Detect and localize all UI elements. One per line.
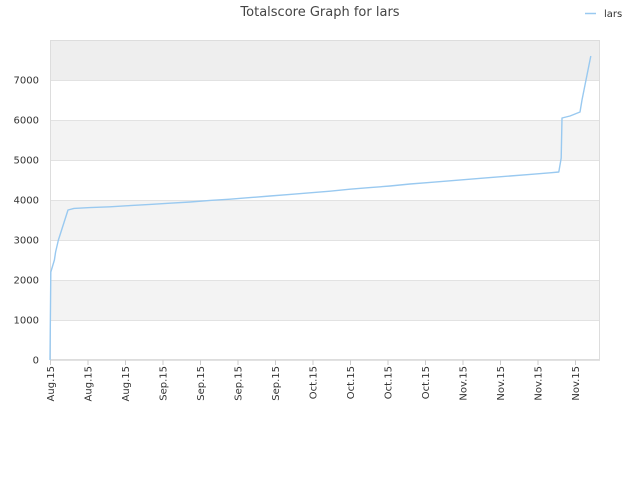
y-tick-label: 0 [33,356,39,367]
x-tick-label: Oct.15 [384,366,395,399]
y-tick-label: 5000 [14,156,39,167]
plot-band [50,40,600,80]
x-tick-label: Nov.15 [459,366,470,401]
x-tick-label: Oct.15 [421,366,432,399]
x-tick-label: Nov.15 [534,366,545,401]
x-tick-label: Sep.15 [271,366,282,401]
x-tick-label: Sep.15 [159,366,170,401]
plot-band [50,120,600,160]
x-tick-label: Sep.15 [234,366,245,401]
chart-title: Totalscore Graph for lars [239,5,399,20]
plot-frame [50,40,600,360]
y-tick-label: 4000 [14,196,39,207]
series-layer [49,55,592,361]
y-tick-label: 7000 [14,76,39,87]
x-tick-label: Aug.15 [46,366,57,401]
series-line-lars [49,55,592,361]
plot-band [50,200,600,240]
x-tick-label: Oct.15 [309,366,320,399]
gridlines [50,80,600,361]
y-tick-label: 1000 [14,316,39,327]
x-tick-label: Sep.15 [196,366,207,401]
x-tick-label: Nov.15 [571,366,582,401]
x-tick-label: Nov.15 [496,366,507,401]
plot-background-bands [50,40,600,320]
x-tick-label: Aug.15 [121,366,132,401]
x-tick-label: Aug.15 [84,366,95,401]
y-tick-label: 3000 [14,236,39,247]
y-tick-label: 6000 [14,116,39,127]
legend[interactable]: lars [585,9,622,20]
x-tick-label: Oct.15 [346,366,357,399]
y-tick-label: 2000 [14,276,39,287]
legend-label-lars: lars [604,9,622,20]
y-axis-ticks: 0 1000 2000 3000 4000 5000 6000 7000 [14,76,39,367]
plot-band [50,280,600,320]
x-axis-ticks: Aug.15 Aug.15 Aug.15 Sep.15 Sep.15 Sep.15 Sep.… [46,360,582,401]
